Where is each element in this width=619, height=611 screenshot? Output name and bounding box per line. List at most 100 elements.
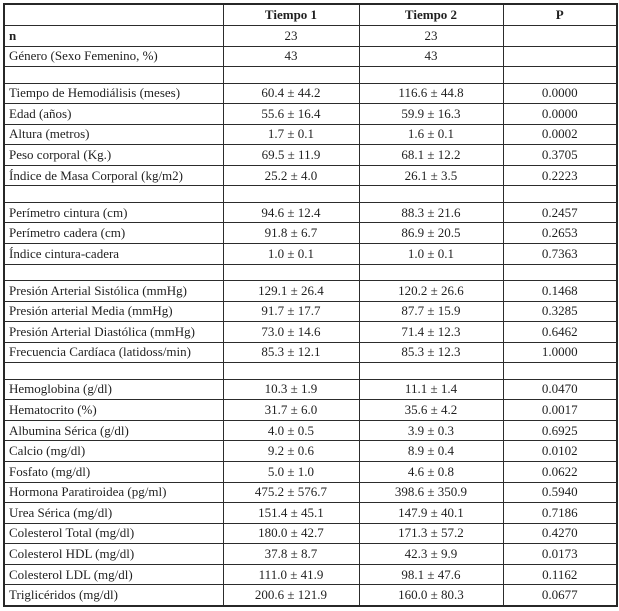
tiempo2-value [358, 362, 504, 380]
p-value: 0.3705 [502, 144, 618, 166]
row-label [3, 66, 224, 84]
spacer-row [3, 263, 618, 281]
table-row: Género (Sexo Femenino, %) 43 43 [3, 45, 618, 68]
tiempo2-value: 4.6 ± 0.8 [358, 460, 504, 483]
tiempo1-value: 69.5 ± 11.9 [222, 144, 360, 166]
tiempo1-value: 9.2 ± 0.6 [222, 440, 360, 462]
tiempo2-value: 87.7 ± 15.9 [358, 300, 504, 323]
row-label: Hematocrito (%) [3, 399, 224, 421]
header-tiempo2: Tiempo 2 [358, 3, 504, 26]
table-row: Índice de Masa Corporal (kg/m2) 25.2 ± 4.… [3, 164, 618, 187]
row-label: Índice cintura-cadera [3, 242, 224, 265]
table-row: Presión Arterial Diastólica (mmHg) 73.0 ±… [3, 321, 618, 343]
tiempo2-value [358, 263, 504, 281]
header-tiempo1: Tiempo 1 [222, 3, 360, 26]
row-label: Colesterol HDL (mg/dl) [3, 543, 224, 565]
tiempo1-value [222, 185, 360, 203]
tiempo1-value: 129.1 ± 26.4 [222, 279, 360, 302]
tiempo1-value: 5.0 ± 1.0 [222, 460, 360, 483]
table-row: Hemoglobina (g/dl) 10.3 ± 1.9 11.1 ± 1.4 0.… [3, 378, 618, 401]
table-row: Fosfato (mg/dl) 5.0 ± 1.0 4.6 ± 0.8 0.0622 [3, 460, 618, 483]
tiempo2-value: 98.1 ± 47.6 [358, 563, 504, 586]
tiempo2-value [358, 66, 504, 84]
row-label: Presión Arterial Diastólica (mmHg) [3, 321, 224, 343]
tiempo1-value: 10.3 ± 1.9 [222, 378, 360, 401]
p-value: 0.0102 [502, 440, 618, 462]
tiempo1-value [222, 263, 360, 281]
tiempo1-value: 91.8 ± 6.7 [222, 222, 360, 244]
tiempo2-value: 1.6 ± 0.1 [358, 123, 504, 146]
p-value [502, 25, 618, 47]
tiempo2-value: 68.1 ± 12.2 [358, 144, 504, 166]
row-label: n [3, 25, 224, 47]
row-label: Calcio (mg/dl) [3, 440, 224, 462]
p-value: 0.0000 [502, 82, 618, 105]
row-label: Urea Sérica (mg/dl) [3, 502, 224, 524]
tiempo1-value: 91.7 ± 17.7 [222, 300, 360, 323]
p-value: 0.1468 [502, 279, 618, 302]
tiempo2-value: 1.0 ± 0.1 [358, 242, 504, 265]
row-label: Altura (metros) [3, 123, 224, 146]
table-row: Tiempo de Hemodiálisis (meses) 60.4 ± 44.… [3, 82, 618, 105]
tiempo1-value: 85.3 ± 12.1 [222, 341, 360, 364]
tiempo1-value: 1.0 ± 0.1 [222, 242, 360, 265]
tiempo1-value: 43 [222, 45, 360, 68]
table-row: Presión Arterial Sistólica (mmHg) 129.1 ±… [3, 279, 618, 302]
p-value: 0.2457 [502, 201, 618, 224]
p-value: 0.4270 [502, 522, 618, 545]
row-label: Peso corporal (Kg.) [3, 144, 224, 166]
row-label [3, 263, 224, 281]
tiempo2-value: 71.4 ± 12.3 [358, 321, 504, 343]
p-value: 0.7186 [502, 502, 618, 524]
table-row: Perímetro cintura (cm) 94.6 ± 12.4 88.3 ± … [3, 201, 618, 224]
table-row: Urea Sérica (mg/dl) 151.4 ± 45.1 147.9 ± 4… [3, 502, 618, 524]
tiempo1-value: 73.0 ± 14.6 [222, 321, 360, 343]
row-label: Hormona Paratiroidea (pg/ml) [3, 481, 224, 504]
tiempo2-value: 8.9 ± 0.4 [358, 440, 504, 462]
header-p: P [502, 3, 618, 26]
row-label: Triglicéridos (mg/dl) [3, 584, 224, 607]
tiempo1-value: 31.7 ± 6.0 [222, 399, 360, 421]
p-value: 0.3285 [502, 300, 618, 323]
spacer-row [3, 362, 618, 380]
row-label [3, 185, 224, 203]
tiempo2-value: 59.9 ± 16.3 [358, 103, 504, 125]
tiempo2-value: 147.9 ± 40.1 [358, 502, 504, 524]
p-value: 0.7363 [502, 242, 618, 265]
row-label: Fosfato (mg/dl) [3, 460, 224, 483]
spacer-row [3, 185, 618, 203]
table-row: Triglicéridos (mg/dl) 200.6 ± 121.9 160.0 … [3, 584, 618, 607]
table-body: n 23 23 Género (Sexo Femenino, %) 43 43 Tiempo… [3, 25, 618, 607]
row-label: Colesterol Total (mg/dl) [3, 522, 224, 545]
spacer-row [3, 66, 618, 84]
p-value: 0.0017 [502, 399, 618, 421]
table-row: Colesterol LDL (mg/dl) 111.0 ± 41.9 98.1 ±… [3, 563, 618, 586]
tiempo2-value: 26.1 ± 3.5 [358, 164, 504, 187]
p-value [502, 66, 618, 84]
tiempo1-value [222, 362, 360, 380]
tiempo2-value: 35.6 ± 4.2 [358, 399, 504, 421]
table-row: Hormona Paratiroidea (pg/ml) 475.2 ± 576.… [3, 481, 618, 504]
row-label: Frecuencia Cardíaca (latidoss/min) [3, 341, 224, 364]
p-value: 0.6925 [502, 419, 618, 442]
table-row: Índice cintura-cadera 1.0 ± 0.1 1.0 ± 0.1 0… [3, 242, 618, 265]
table-row: Colesterol Total (mg/dl) 180.0 ± 42.7 171.… [3, 522, 618, 545]
p-value: 0.5940 [502, 481, 618, 504]
tiempo1-value: 200.6 ± 121.9 [222, 584, 360, 607]
row-label: Índice de Masa Corporal (kg/m2) [3, 164, 224, 187]
table-row: Calcio (mg/dl) 9.2 ± 0.6 8.9 ± 0.4 0.0102 [3, 440, 618, 462]
table-row: Presión arterial Media (mmHg) 91.7 ± 17.7… [3, 300, 618, 323]
tiempo2-value: 398.6 ± 350.9 [358, 481, 504, 504]
tiempo2-value: 23 [358, 25, 504, 47]
tiempo1-value: 55.6 ± 16.4 [222, 103, 360, 125]
tiempo2-value: 86.9 ± 20.5 [358, 222, 504, 244]
row-label: Hemoglobina (g/dl) [3, 378, 224, 401]
tiempo2-value: 120.2 ± 26.6 [358, 279, 504, 302]
tiempo1-value [222, 66, 360, 84]
row-label: Albumina Sérica (g/dl) [3, 419, 224, 442]
tiempo1-value: 23 [222, 25, 360, 47]
row-label: Colesterol LDL (mg/dl) [3, 563, 224, 586]
tiempo2-value: 160.0 ± 80.3 [358, 584, 504, 607]
table-row: Albumina Sérica (g/dl) 4.0 ± 0.5 3.9 ± 0.3… [3, 419, 618, 442]
